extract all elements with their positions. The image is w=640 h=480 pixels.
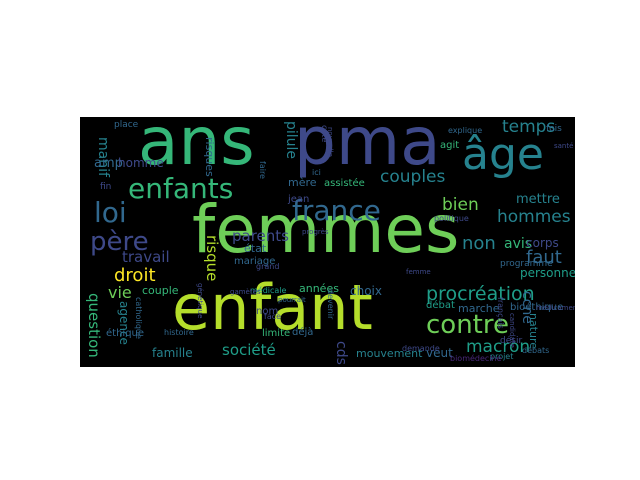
word-droit: droit [114, 265, 156, 286]
word-pourrait: pourrait [278, 296, 306, 304]
word-mettre: mettre [516, 192, 560, 207]
word-macron: macron [466, 337, 531, 357]
word-age: âge [462, 129, 544, 180]
word-question: question [85, 293, 103, 358]
word-homme: homme [118, 156, 164, 170]
word-catholique: catholique [134, 297, 143, 339]
word-histoire: histoire [164, 328, 194, 337]
word-marche: marche [458, 302, 500, 315]
word-enfants: enfants [128, 172, 234, 205]
word-nouvelle: nouvelle [326, 127, 334, 157]
word-ans: ans [138, 117, 255, 180]
word-politique: politique [434, 214, 469, 223]
word-jean: jean [288, 194, 310, 205]
word-projet: projet [490, 352, 514, 361]
word-etat: état [244, 242, 267, 255]
word-couple: couple [142, 284, 179, 297]
word-mouvement: mouvement [356, 347, 423, 360]
word-femmes: femmes [192, 191, 460, 268]
word-cote: côté [320, 125, 329, 143]
word-personnes: personnes [520, 266, 575, 280]
word-medicale: médicale [250, 286, 287, 295]
word-progres: progrès [302, 228, 329, 236]
word-pere: père [90, 227, 149, 257]
word-demande: demande [402, 344, 440, 353]
word-ici: ici [312, 168, 321, 177]
word-risque: risque [203, 235, 221, 282]
word-face: face [264, 312, 282, 321]
word-medicament: médicament [536, 304, 575, 312]
word-amp: amp [94, 156, 123, 171]
word-desir: désir [500, 336, 523, 346]
word-bioethique: bioéthique [510, 302, 564, 313]
word-hommes: hommes [497, 207, 571, 227]
word-deja: déjà [292, 327, 314, 338]
word-agit: agit [440, 140, 460, 151]
word-mariage: mariage [234, 256, 276, 267]
word-candidate: candidate [508, 313, 516, 348]
word-nature: nature [527, 313, 540, 350]
word-enfant: enfant [172, 271, 373, 344]
word-pma: pma [294, 117, 441, 180]
word-temps: temps [502, 117, 556, 137]
word-famille: famille [152, 346, 193, 360]
word-debat: débat [426, 300, 455, 311]
word-programme: programme [500, 259, 553, 269]
word-genetique: génétique [196, 283, 204, 319]
word-faire: faire [258, 161, 267, 179]
word-devenir: devenir [326, 289, 335, 320]
word-biomedecine: biomédecine [450, 354, 502, 363]
word-avis: avis [504, 236, 533, 252]
word-travail: travail [122, 248, 170, 266]
word-gametes: gamètes [230, 288, 261, 296]
word-mere: mère [288, 176, 317, 189]
word-procreation: procréation [426, 283, 535, 305]
word-francais: français [496, 297, 505, 329]
word-nom: nom [256, 306, 279, 317]
word-grand: grand [256, 262, 280, 271]
word-veut: veut [426, 346, 453, 360]
word-annees: années [299, 282, 339, 295]
word-choix: choix [350, 284, 382, 298]
word-debats: débats [522, 346, 550, 355]
word-pilule: pilule [283, 121, 299, 160]
word-sante: santé [554, 142, 574, 150]
word-cds: cds [333, 341, 349, 365]
word-france: france [292, 194, 381, 227]
word-ethique: éthique [106, 328, 145, 339]
word-limite: limite [262, 328, 291, 339]
word-contre: contre [426, 310, 509, 340]
word-faut: faut [526, 247, 562, 268]
word-manif: manif [95, 137, 111, 177]
word-explique: explique [448, 126, 483, 135]
word-couples: couples [380, 167, 446, 187]
word-parents: parents [232, 227, 289, 245]
word-agence: agence [117, 301, 131, 345]
word-ccne: ccne [519, 291, 535, 324]
word-fois: fois [546, 124, 562, 134]
word-femme: femme [406, 268, 431, 276]
word-place: place [114, 120, 139, 130]
word-risques: risques [203, 137, 216, 177]
word-non: non [462, 233, 496, 254]
word-assistee: assistée [324, 178, 365, 189]
word-fin: fin [100, 182, 112, 192]
word-societe: société [222, 341, 276, 359]
word-loi: loi [94, 196, 127, 229]
word-corps: corps [526, 236, 559, 250]
word-cloud: femmes enfant ans pma âge enfants france loi pèr… [80, 117, 575, 367]
word-bien: bien [442, 195, 479, 215]
word-vie: vie [108, 283, 132, 302]
